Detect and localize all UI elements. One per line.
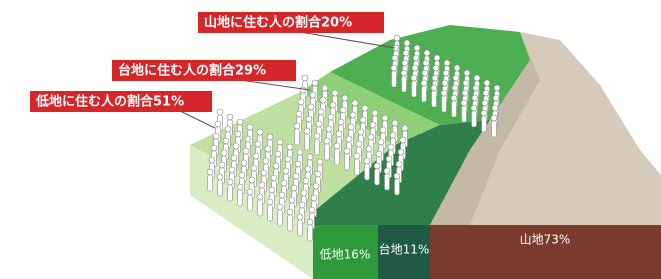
person (314, 133, 320, 155)
person (394, 173, 400, 195)
person (374, 163, 380, 185)
person (277, 204, 283, 226)
person (334, 143, 340, 165)
person (294, 123, 300, 145)
person (391, 65, 397, 87)
person (297, 214, 303, 236)
leader-line (180, 111, 215, 128)
person (451, 95, 457, 117)
leader-line (240, 80, 310, 90)
person (267, 199, 273, 221)
plateau-label: 台地に住む人の割合29% (118, 63, 266, 79)
mountain-label: 山地に住む人の割合20% (204, 15, 352, 31)
illustration: 山地に住む人の割合20% 台地に住む人の割合29% 低地に住む人の割合51% 低… (0, 0, 661, 279)
lowland-area: 低地16% (320, 248, 371, 262)
person (257, 194, 263, 216)
person (217, 174, 223, 196)
leader-line (300, 32, 395, 48)
plateau-area: 台地11% (379, 242, 430, 257)
person (354, 153, 360, 175)
person (401, 70, 407, 92)
person (441, 90, 447, 112)
person (364, 158, 370, 180)
person (207, 169, 213, 191)
person (431, 85, 437, 107)
person (287, 209, 293, 231)
lowland-label: 低地に住む人の割合51% (35, 94, 184, 110)
mountain-area: 山地73% (520, 233, 571, 247)
person (247, 189, 253, 211)
person (411, 75, 417, 97)
person (237, 184, 243, 206)
person (304, 128, 310, 150)
person (491, 115, 497, 137)
person (471, 105, 477, 127)
person (481, 110, 487, 132)
person (324, 138, 330, 160)
person (307, 219, 313, 241)
person (384, 168, 390, 190)
person (227, 179, 233, 201)
person (344, 148, 350, 170)
person (461, 100, 467, 122)
person (421, 80, 427, 102)
